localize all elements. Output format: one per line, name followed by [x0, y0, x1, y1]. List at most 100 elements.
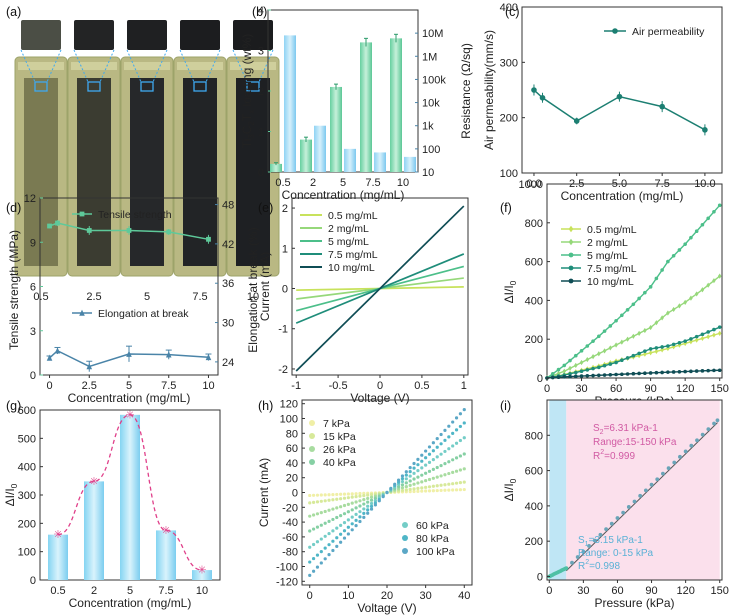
point-40-kPa — [435, 465, 439, 470]
point-100-kPa — [377, 499, 381, 503]
point-26-kPa — [435, 475, 439, 479]
h-ylabel: Current (mA) — [257, 458, 271, 527]
annot-range-low: Range: 0-15 kPa — [578, 548, 653, 559]
legend-label: 7.5 mg/mL — [587, 263, 637, 275]
point-15-kPa — [323, 499, 327, 503]
point-air-permeability — [531, 87, 537, 93]
point-15-kPa — [420, 486, 424, 490]
point — [643, 327, 647, 334]
point — [700, 222, 705, 227]
zoom-inset — [21, 20, 61, 50]
i-x-label: 150 — [711, 585, 729, 597]
point-response — [700, 432, 705, 437]
legend-marker — [79, 309, 85, 316]
point-100-kPa — [323, 557, 327, 561]
zoom-inset — [127, 20, 167, 50]
d-x-label: 0 — [46, 380, 52, 392]
bar-resistance — [284, 35, 296, 172]
panel-label-i: (i) — [500, 399, 511, 413]
point — [700, 335, 705, 342]
point-response — [598, 532, 603, 537]
point-60-kPa — [327, 531, 331, 536]
legend-label: 7.5 mg/mL — [328, 249, 378, 261]
point-7-kPa — [339, 492, 343, 496]
f-y-label: 400 — [525, 295, 543, 307]
i-y-label: 800 — [525, 430, 543, 442]
point — [706, 330, 710, 334]
point — [608, 324, 613, 328]
point-100-kPa — [427, 445, 432, 449]
d-left-y-label: 3 — [30, 326, 36, 338]
zoom-inset — [74, 20, 114, 50]
point — [648, 371, 653, 375]
point — [648, 285, 653, 289]
panel-label-f: (f) — [500, 201, 512, 215]
point-100-kPa — [408, 466, 412, 470]
point — [712, 210, 716, 214]
point-80-kPa — [400, 476, 405, 481]
b-right-y-label: 10 — [422, 167, 434, 179]
point-air-permeability — [659, 103, 665, 110]
c-x-label: 0.0 — [526, 178, 541, 190]
point-26-kPa — [412, 482, 416, 486]
point-80-kPa — [447, 435, 451, 439]
point-100-kPa — [443, 428, 447, 432]
bar-resistance — [344, 148, 356, 172]
point-response — [587, 544, 591, 548]
point-40-kPa — [346, 510, 350, 514]
annot-s2: S2=6.31 kPa-1 — [593, 423, 658, 436]
point-7-kPa — [350, 492, 354, 496]
point — [683, 242, 687, 246]
legend-label: 10 mg/mL — [328, 262, 375, 274]
h-y-label: -100 — [276, 562, 298, 574]
point-100-kPa — [339, 540, 343, 544]
point — [625, 336, 630, 342]
b-left-y-label: 3 — [258, 46, 264, 58]
point — [706, 368, 710, 373]
point-response — [564, 566, 569, 571]
point-15-kPa — [311, 500, 316, 504]
point-15-kPa — [443, 483, 447, 487]
point — [579, 374, 584, 378]
point-response — [715, 418, 720, 423]
point-100-kPa — [369, 507, 374, 511]
point-100-kPa — [315, 565, 320, 569]
point — [689, 337, 693, 341]
point — [579, 349, 584, 353]
h-x-label: 10 — [342, 590, 354, 602]
bar-response — [48, 534, 68, 580]
point-7-kPa — [327, 493, 331, 497]
point — [602, 373, 607, 377]
point-15-kPa — [439, 483, 443, 487]
point-40-kPa — [454, 456, 459, 460]
point-40-kPa — [331, 517, 335, 522]
c-ylabel: Air permeability(mm/s) — [482, 30, 496, 150]
bar-loading — [390, 38, 402, 172]
point-100-kPa — [327, 553, 331, 557]
c-y-label: 300 — [500, 57, 518, 69]
i-x-label: 0 — [546, 585, 552, 597]
point-7-kPa — [431, 489, 435, 493]
point — [591, 339, 595, 343]
point — [689, 235, 693, 240]
point — [700, 369, 705, 373]
point — [602, 363, 607, 368]
point — [683, 369, 687, 374]
d-right-y-label: 48 — [222, 200, 234, 212]
b-left-y-label: 2 — [258, 86, 264, 98]
point-40-kPa — [443, 462, 447, 466]
point — [694, 337, 699, 343]
point-80-kPa — [427, 452, 432, 456]
point — [597, 351, 601, 357]
point-15-kPa — [354, 495, 358, 499]
point-7-kPa — [439, 488, 443, 493]
point-40-kPa — [400, 483, 405, 487]
h-y-label: -80 — [282, 547, 298, 559]
point-100-kPa — [335, 544, 339, 548]
bar-loading — [270, 163, 282, 172]
zoom-box — [87, 81, 101, 92]
point — [568, 365, 572, 371]
point-80-kPa — [350, 522, 354, 526]
point — [689, 369, 693, 374]
e-y-label: 1 — [282, 243, 288, 255]
